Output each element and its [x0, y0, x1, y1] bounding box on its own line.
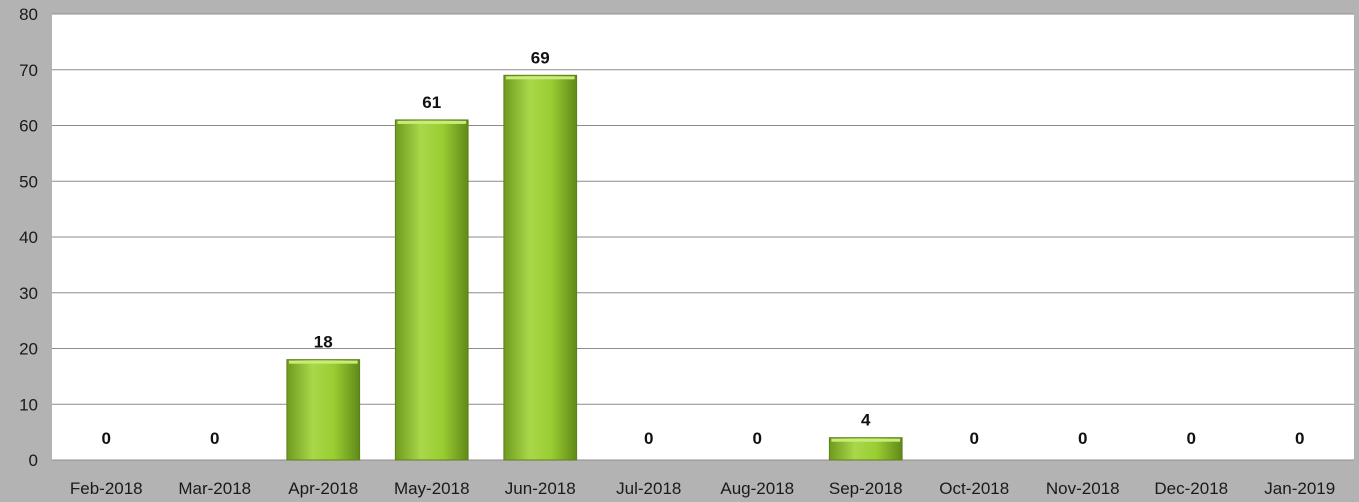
y-tick-label: 80 — [19, 5, 38, 24]
y-tick-label: 30 — [19, 284, 38, 303]
data-labels: 0 0 18 61 69 0 0 4 0 0 0 0 — [102, 48, 1305, 448]
y-tick-label: 50 — [19, 172, 38, 191]
bar-highlight — [397, 120, 467, 124]
data-label: 4 — [861, 411, 871, 430]
y-axis-ticks: 0 10 20 30 40 50 60 70 80 — [19, 5, 38, 470]
y-tick-label: 20 — [19, 340, 38, 359]
x-tick-label: Mar-2018 — [178, 479, 251, 498]
x-tick-label: Dec-2018 — [1154, 479, 1228, 498]
bars — [286, 74, 903, 461]
y-tick-label: 0 — [29, 451, 38, 470]
data-label: 0 — [1295, 429, 1304, 448]
data-label: 0 — [210, 429, 219, 448]
data-label: 0 — [753, 429, 762, 448]
x-tick-label: May-2018 — [394, 479, 470, 498]
x-tick-label: Apr-2018 — [288, 479, 358, 498]
x-tick-label: Jun-2018 — [505, 479, 576, 498]
bar-highlight — [505, 76, 575, 80]
data-label: 0 — [1187, 429, 1196, 448]
bar — [828, 437, 903, 461]
data-label: 69 — [531, 48, 550, 67]
y-tick-label: 10 — [19, 395, 38, 414]
x-tick-label: Jan-2019 — [1264, 479, 1335, 498]
x-tick-label: Oct-2018 — [939, 479, 1009, 498]
y-tick-label: 70 — [19, 61, 38, 80]
x-tick-label: Nov-2018 — [1046, 479, 1120, 498]
bar — [286, 359, 361, 461]
x-axis-ticks: Feb-2018 Mar-2018 Apr-2018 May-2018 Jun-2018… — [70, 479, 1335, 498]
data-label: 0 — [1078, 429, 1087, 448]
x-tick-label: Aug-2018 — [720, 479, 794, 498]
bar — [503, 74, 578, 461]
y-tick-label: 60 — [19, 117, 38, 136]
gridlines — [52, 13, 1354, 461]
data-label: 18 — [314, 333, 333, 352]
data-label: 0 — [102, 429, 111, 448]
data-label: 61 — [422, 93, 441, 112]
bar — [394, 119, 469, 461]
x-tick-label: Sep-2018 — [829, 479, 903, 498]
x-tick-label: Feb-2018 — [70, 479, 143, 498]
x-tick-label: Jul-2018 — [616, 479, 681, 498]
bar-highlight — [288, 360, 358, 364]
data-label: 0 — [644, 429, 653, 448]
y-tick-label: 40 — [19, 228, 38, 247]
bar-highlight — [831, 438, 901, 442]
data-label: 0 — [970, 429, 979, 448]
